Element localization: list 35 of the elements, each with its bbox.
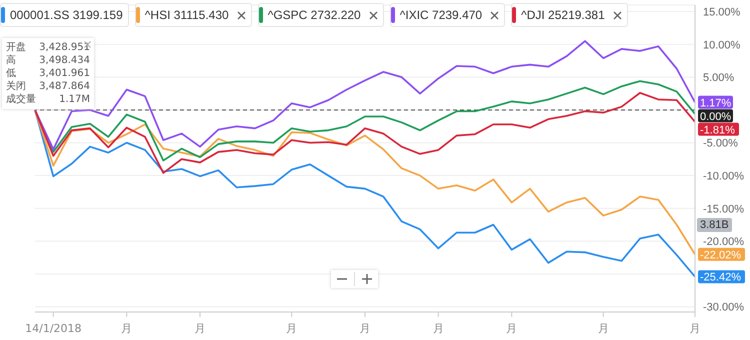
x-tick-label: 月 (286, 322, 298, 335)
text: 3.81B (697, 218, 732, 232)
y-tick-label: -30.00% (703, 302, 744, 314)
x-tick-label: 月 (194, 322, 206, 335)
x-tick-label: 月 (360, 322, 370, 335)
y-tick-label: 15.00% (703, 6, 741, 18)
y-tick-label: -15.00% (703, 203, 744, 216)
text: 关闭 3,487.864 (6, 81, 90, 92)
y-tick-label: -20.00% (703, 236, 744, 248)
legend-label: 000001.SS 3199.159 (10, 8, 123, 22)
ref-line-label: 0.00% (700, 110, 732, 123)
y-tick-label: -10.00% (703, 170, 744, 182)
legend-label: ^IXIC 7239.470 (400, 8, 482, 22)
text: 高 3,498.434 (6, 55, 90, 66)
legend-label: ^HSI 31115.430 (144, 8, 229, 22)
data-label: 1.17% (700, 97, 732, 110)
x-tick-label: 月 (690, 322, 700, 335)
x-tick-label: 14/1/2018 (25, 322, 82, 335)
line-series (34, 40, 696, 150)
y-tick-label: 5.00% (703, 72, 734, 84)
y-tick-label: 10.00% (703, 39, 741, 52)
legend-label: ^GSPC 2732.220 (268, 8, 361, 22)
x-tick-label: 月 (506, 322, 518, 335)
y-tick-label: -5.00% (703, 138, 738, 150)
text: 低 3,401.961 (6, 68, 90, 79)
line-series (34, 92, 696, 174)
x-tick-label: 月 (121, 322, 132, 335)
text: 成交量 1.17M (6, 94, 90, 105)
x-tick-label: 月 (432, 322, 444, 335)
text: 开盘 3,428.951 (6, 42, 90, 53)
data-label: -1.81% (700, 124, 736, 136)
data-label: -22.02% (700, 249, 742, 262)
data-label: -25.42% (700, 272, 742, 284)
x-tick-label: 月 (598, 322, 609, 335)
legend-label: ^DJI 25219.381 (521, 8, 605, 22)
